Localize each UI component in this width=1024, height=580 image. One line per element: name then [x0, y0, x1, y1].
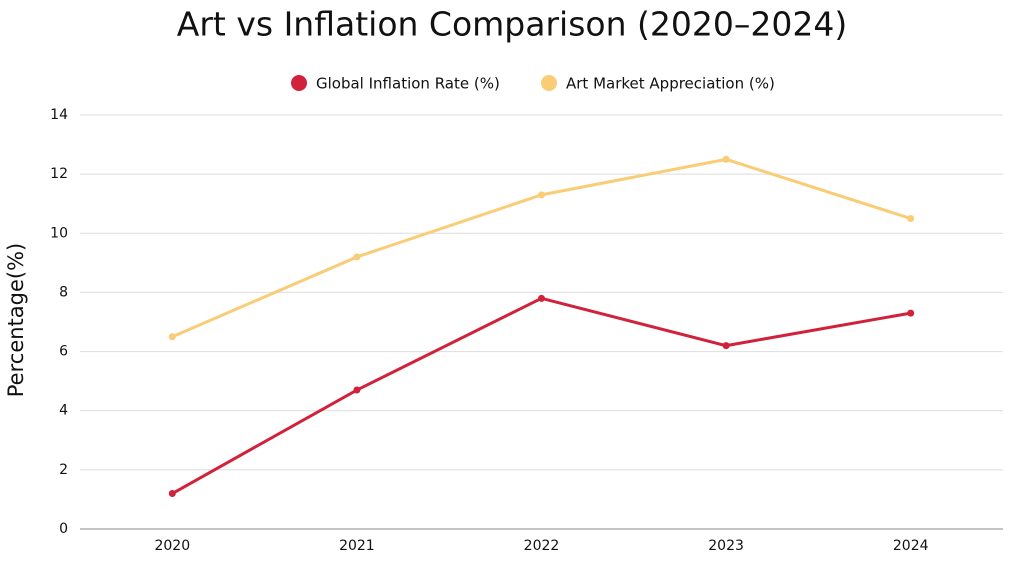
x-tick-label: 2022: [524, 538, 560, 554]
y-tick-label: 12: [50, 166, 68, 182]
y-tick-label: 10: [50, 225, 68, 241]
x-tick-label: 2023: [708, 538, 744, 554]
data-point: [168, 333, 176, 341]
y-tick-label: 14: [50, 107, 68, 123]
data-point: [722, 155, 730, 163]
data-point: [353, 253, 361, 261]
data-point: [722, 342, 730, 350]
x-tick-label: 2021: [339, 538, 375, 554]
data-point: [168, 490, 176, 498]
legend-label: Art Market Appreciation (%): [566, 75, 775, 93]
data-point: [353, 386, 361, 394]
chart-title: Art vs Inflation Comparison (2020–2024): [177, 5, 847, 44]
y-tick-label: 2: [59, 462, 68, 478]
series-line: [171, 157, 912, 339]
data-point: [907, 309, 915, 317]
legend-swatch: [541, 75, 557, 91]
data-point: [538, 294, 545, 302]
y-tick-label: 8: [59, 284, 68, 300]
y-axis-label: Percentage(%): [4, 243, 28, 397]
data-point: [538, 191, 545, 199]
legend-swatch: [291, 75, 307, 91]
legend-label: Global Inflation Rate (%): [316, 75, 500, 93]
y-tick-label: 0: [59, 521, 68, 537]
y-tick-label: 4: [59, 403, 68, 419]
x-tick-label: 2024: [893, 538, 929, 554]
series-line: [171, 296, 911, 495]
y-tick-label: 6: [59, 344, 68, 360]
data-point: [907, 215, 915, 222]
x-tick-label: 2020: [154, 538, 190, 554]
